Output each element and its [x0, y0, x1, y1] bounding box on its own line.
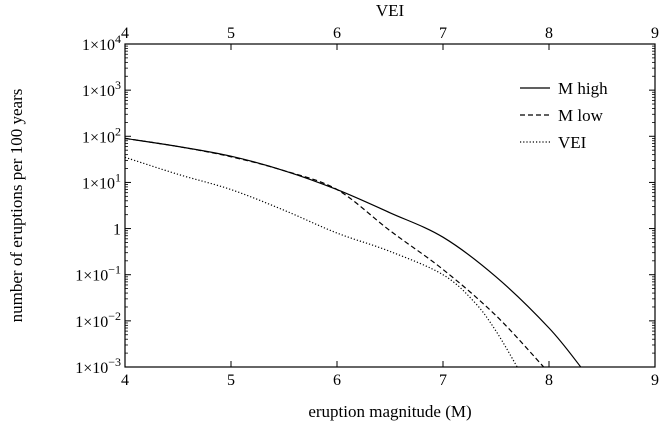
y-tick-label: 1×101 — [82, 170, 121, 192]
x-tick-label: 8 — [545, 372, 553, 389]
y-tick-label: 1×102 — [82, 124, 121, 146]
legend-label-m-low: M low — [558, 106, 604, 125]
y-tick-label: 1×104 — [82, 32, 121, 54]
top-x-tick-label: 5 — [227, 25, 235, 42]
series-lines — [124, 137, 582, 368]
y-tick-label: 1×10−3 — [75, 355, 121, 377]
series-line-m-high — [124, 137, 582, 368]
top-x-tick-label: 8 — [545, 25, 553, 42]
series-line-vei — [124, 156, 518, 368]
legend: M high M low VEI — [520, 79, 608, 152]
x-tick-label: 6 — [333, 372, 341, 389]
y-tick-label: 1×10−2 — [75, 309, 121, 331]
legend-label-m-high: M high — [558, 79, 608, 98]
bottom-x-ticks: 4 5 6 7 8 9 — [121, 361, 659, 389]
x-axis-title: eruption magnitude (M) — [308, 402, 471, 421]
y-axis-title: number of eruptions per 100 years — [7, 89, 26, 323]
x-tick-label: 7 — [439, 372, 447, 389]
legend-label-vei: VEI — [558, 133, 587, 152]
series-line-m-low — [124, 137, 545, 368]
y-tick-label: 1×10−1 — [75, 263, 121, 285]
top-x-tick-label: 6 — [333, 25, 341, 42]
top-x-tick-label: 7 — [439, 25, 447, 42]
y-tick-label: 1×103 — [82, 78, 121, 100]
plot-frame — [124, 43, 656, 368]
top-x-axis-title: VEI — [376, 1, 405, 20]
x-tick-label: 4 — [121, 372, 129, 389]
top-x-tick-label: 9 — [651, 25, 659, 42]
x-tick-label: 5 — [227, 372, 235, 389]
x-tick-label: 9 — [651, 372, 659, 389]
top-x-ticks: 4 5 6 7 8 9 — [121, 25, 659, 50]
y-ticks: 1×10−3 1×10−2 1×10−1 1 1×101 1×102 1×103 1×104 — [75, 32, 655, 377]
top-x-tick-label: 4 — [121, 25, 129, 42]
y-tick-label: 1 — [113, 222, 121, 239]
